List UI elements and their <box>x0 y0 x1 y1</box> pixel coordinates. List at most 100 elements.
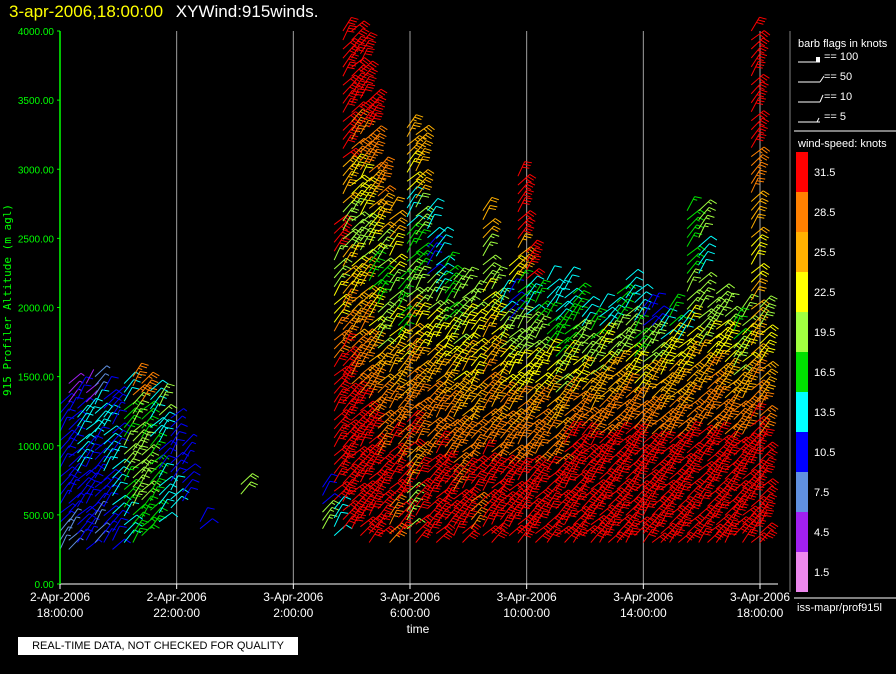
barb-flag <box>212 518 219 524</box>
barb-staff <box>68 500 80 513</box>
barb-flag <box>541 507 549 511</box>
wind-barb <box>342 192 362 204</box>
barb-flag <box>367 425 375 429</box>
barb-flag <box>555 338 563 342</box>
wind-barb <box>68 537 84 550</box>
barb-flag <box>467 321 476 325</box>
barb-flag <box>379 471 386 477</box>
barb-staff <box>359 84 369 99</box>
barb-flag <box>372 364 380 370</box>
barb-flag <box>358 105 366 111</box>
barb-flag <box>383 509 391 513</box>
barb-half-flag <box>349 167 354 171</box>
barb-staff <box>103 484 114 499</box>
barb-staff <box>59 416 68 432</box>
barb-flag <box>67 453 75 456</box>
barb-flag <box>469 473 477 476</box>
barb-flag <box>421 467 430 470</box>
barb-staff <box>342 98 352 113</box>
barb-flag <box>360 80 368 84</box>
barb-staff <box>342 134 352 149</box>
barb-flag <box>378 127 386 133</box>
wind-barb <box>368 383 384 399</box>
barb-staff <box>94 373 106 387</box>
barb-staff <box>158 511 173 523</box>
wind-barb <box>158 462 175 478</box>
barb-flag <box>367 497 376 502</box>
barb-staff <box>406 194 416 209</box>
barb-half-flag <box>420 352 425 355</box>
barb-staff <box>94 402 108 414</box>
wind-barb <box>103 404 121 418</box>
barb-half-flag <box>191 441 197 445</box>
barb-flag <box>479 472 487 477</box>
barb-half-flag <box>487 400 493 403</box>
barb-staff <box>77 397 90 409</box>
barb-half-flag <box>385 189 390 193</box>
barb-flag <box>401 217 408 222</box>
barb-staff <box>123 387 133 402</box>
barb-flag <box>489 322 498 325</box>
barb-flag <box>351 405 359 409</box>
barb-staff <box>112 430 124 443</box>
wind-barb <box>435 255 456 266</box>
barb-flag <box>424 147 432 152</box>
barb-flag <box>543 425 551 430</box>
barb-staff <box>389 277 398 292</box>
barb-half-flag <box>505 402 510 405</box>
barb-flag <box>361 35 369 40</box>
barb-flag <box>490 241 498 244</box>
wind-barb <box>112 494 132 506</box>
wind-barbs <box>59 16 779 550</box>
wind-barb <box>351 35 369 50</box>
barb-staff <box>170 423 182 437</box>
barb-flag <box>469 319 477 322</box>
barb-staff <box>415 501 425 516</box>
barb-flag <box>347 66 355 70</box>
barb-staff <box>351 218 364 231</box>
barb-staff <box>94 463 104 479</box>
wind-barb <box>351 20 371 32</box>
barb-flag <box>555 374 564 379</box>
wind-barb <box>342 16 359 32</box>
barb-flag <box>360 147 368 152</box>
wind-barb <box>377 525 397 537</box>
barb-staff <box>389 253 402 265</box>
barb-flag <box>363 20 371 26</box>
wind-barb <box>415 360 435 371</box>
barb-half-flag <box>350 313 355 317</box>
barb-staff <box>150 417 164 428</box>
barb-half-flag <box>421 380 426 383</box>
barb-staff <box>170 439 179 455</box>
barb-flag <box>339 429 347 433</box>
barb-flag <box>351 473 359 478</box>
barb-flag <box>168 455 176 459</box>
barb-flag <box>375 489 383 493</box>
barb-staff <box>77 448 88 463</box>
barb-half-flag <box>138 493 143 496</box>
barb-flag <box>529 210 537 216</box>
barb-staff <box>182 471 195 483</box>
barb-half-flag <box>414 370 419 374</box>
barb-flag <box>361 411 368 417</box>
barb-half-flag <box>440 407 445 410</box>
barb-flag <box>375 224 384 228</box>
wind-barb <box>123 430 139 446</box>
wind-barb <box>333 221 353 234</box>
barb-flag <box>370 415 378 420</box>
barb-flag <box>358 68 366 74</box>
wind-barb <box>342 126 360 140</box>
barb-half-flag <box>395 390 400 393</box>
barb-flag <box>366 318 374 321</box>
barb-staff <box>68 425 79 440</box>
wind-barb <box>342 179 358 195</box>
barb-flag <box>152 524 160 529</box>
barb-flag <box>527 225 535 229</box>
barb-flag <box>541 361 549 365</box>
barb-flag <box>481 506 489 511</box>
barb-half-flag <box>365 348 371 351</box>
barb-flag <box>469 509 478 513</box>
wind-barb <box>170 408 188 419</box>
barb-flag <box>344 380 352 385</box>
barb-flag <box>479 391 487 396</box>
